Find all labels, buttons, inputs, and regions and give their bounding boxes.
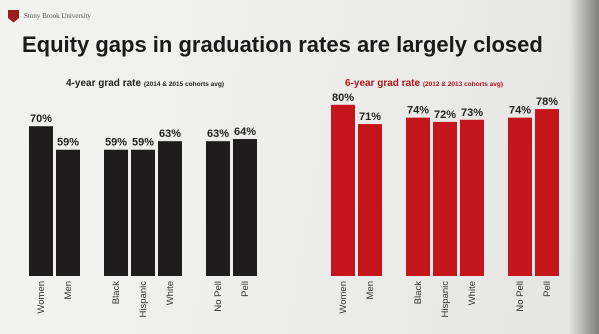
category-label-4-year-men: Men [63, 281, 74, 299]
value-label-4-year-hispanic: 59% [132, 137, 154, 149]
category-label-6-year-white: White [467, 281, 478, 305]
category-label-4-year-black: Black [111, 281, 122, 304]
value-label-6-year-white: 73% [461, 107, 483, 119]
bar-4-year-men [56, 149, 80, 276]
bar-4-year-black [104, 149, 128, 276]
value-label-4-year-no-pell: 63% [207, 128, 229, 140]
value-label-4-year-white: 63% [159, 128, 181, 140]
brand-name: Stony Brook University [24, 12, 91, 20]
chart-title-6-year: 6-year grad rate (2012 & 2013 cohorts av… [345, 78, 503, 89]
category-label-4-year-pell: Pell [240, 281, 251, 297]
university-shield-icon [8, 9, 19, 23]
category-label-4-year-white: White [165, 281, 176, 305]
chart-title-4-year-text: 4-year grad rate [66, 78, 142, 89]
category-label-6-year-no-pell: No Pell [515, 281, 526, 312]
category-label-6-year-pell: Pell [542, 281, 553, 297]
chart-subtitle-6-year: (2012 & 2013 cohorts avg) [422, 81, 504, 88]
category-label-4-year-women: Women [36, 281, 47, 314]
value-label-6-year-black: 74% [407, 105, 429, 117]
chart-title-4-year: 4-year grad rate (2014 & 2015 cohorts av… [66, 78, 224, 89]
value-label-4-year-pell: 64% [234, 126, 256, 138]
category-label-6-year-women: Women [338, 281, 349, 314]
slide-title: Equity gaps in graduation rates are larg… [22, 32, 543, 57]
bar-4-year-no-pell [206, 141, 230, 276]
value-label-4-year-men: 59% [57, 137, 79, 149]
bar-4-year-hispanic [131, 149, 155, 276]
bar-6-year-men [358, 124, 382, 276]
value-label-4-year-black: 59% [105, 137, 127, 149]
bar-6-year-pell [535, 109, 559, 276]
bar-6-year-hispanic [433, 121, 457, 276]
bar-6-year-black [406, 117, 430, 276]
bar-6-year-white [460, 119, 484, 276]
value-label-6-year-hispanic: 72% [434, 109, 456, 121]
value-label-6-year-women: 80% [332, 92, 354, 104]
chart-4-year: 70% Women 59% Men 59% Black 59% Hispanic 63% Whit… [29, 113, 257, 317]
chart-6-year: 80% Women 71% Men 74% Black 72% Hispanic 73% Whit… [331, 92, 559, 318]
brand: Stony Brook University [8, 9, 91, 23]
value-label-4-year-women: 70% [30, 113, 52, 125]
category-label-6-year-black: Black [413, 281, 424, 304]
category-label-4-year-no-pell: No Pell [213, 281, 224, 312]
bar-4-year-women [29, 126, 53, 276]
category-label-6-year-hispanic: Hispanic [440, 281, 451, 318]
chart-title-6-year-text: 6-year grad rate [345, 78, 421, 89]
category-label-6-year-men: Men [365, 281, 376, 299]
value-label-6-year-no-pell: 74% [509, 105, 531, 117]
bar-6-year-women [331, 104, 355, 276]
chart-subtitle-4-year: (2014 & 2015 cohorts avg) [143, 81, 225, 88]
bar-6-year-no-pell [508, 117, 532, 276]
value-label-6-year-pell: 78% [536, 96, 558, 108]
value-label-6-year-men: 71% [359, 111, 381, 123]
slide-edge-shadow [569, 0, 599, 334]
bar-4-year-pell [233, 139, 257, 276]
bar-4-year-white [158, 141, 182, 276]
category-label-4-year-hispanic: Hispanic [138, 281, 149, 318]
